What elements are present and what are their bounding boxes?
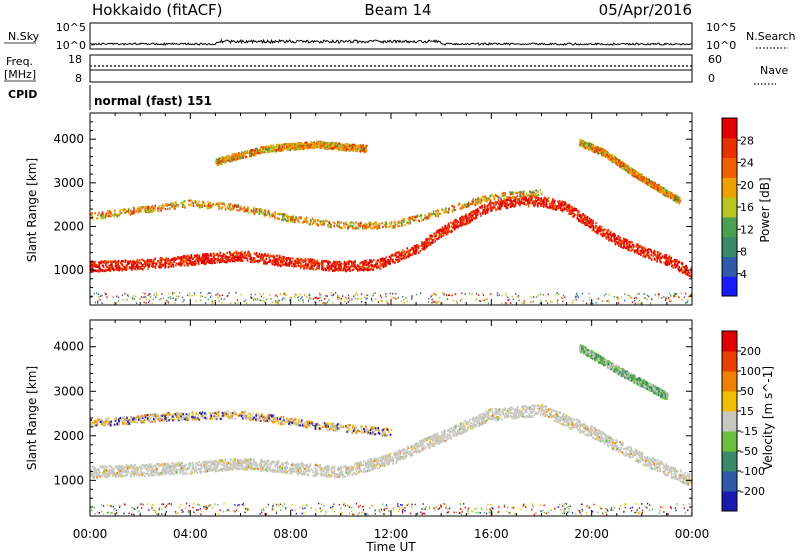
nave-tick-bottom: 0 <box>708 72 715 85</box>
colorbar-swatch <box>722 197 737 218</box>
time-tick-label: 12:00 <box>374 527 409 541</box>
time-tick-label: 16:00 <box>474 527 509 541</box>
nsky-strip: N.Sky 10^5 10^0 10^5 10^0 N.Search <box>4 21 796 52</box>
colorbar-tick-label: 12 <box>740 223 754 236</box>
colorbar-tick-label: 28 <box>740 134 754 147</box>
colorbar-tick-label: 4 <box>740 268 747 281</box>
y-tick-label: 3000 <box>53 176 84 190</box>
colorbar-tick-label: 24 <box>740 157 754 170</box>
radar-title: Hokkaido (fitACF) <box>92 1 223 19</box>
colorbar-tick-label: 50 <box>740 385 754 398</box>
colorbar-swatch <box>722 491 737 512</box>
nsearch-label: N.Search <box>746 30 796 43</box>
colorbar-swatch <box>722 276 737 297</box>
colorbar-tick-label: 20 <box>740 179 754 192</box>
time-tick-label: 00:00 <box>675 527 710 541</box>
power-y-axis: 1000 2000 3000 4000 <box>53 121 692 297</box>
colorbar-tick-label: -200 <box>740 485 765 498</box>
colorbar-tick-label: 16 <box>740 201 754 214</box>
time-tick-label: 08:00 <box>273 527 308 541</box>
date-title: 05/Apr/2016 <box>599 1 692 19</box>
freq-strip: Freq. [MHz] 18 8 60 0 Nave <box>4 53 788 85</box>
colorbar-tick-label: -100 <box>740 465 765 478</box>
velocity-colorbar: 200 100 50 15 -15 -50 -100 -200 <box>721 330 765 512</box>
y-tick-label: 2000 <box>53 219 84 233</box>
colorbar-tick-label: 100 <box>740 365 761 378</box>
velocity-ylabel: Slant Range [km] <box>25 366 39 470</box>
time-axis-title: Time UT <box>365 540 416 554</box>
colorbar-swatch <box>722 216 737 238</box>
nsky-tick-bottom: 10^0 <box>56 39 86 52</box>
power-colorbar: 4 8 12 16 20 24 28 <box>721 117 754 297</box>
colorbar-swatch <box>722 431 737 452</box>
colorbar-swatch <box>722 256 737 277</box>
power-x-ticks <box>89 113 693 305</box>
colorbar-swatch <box>722 451 737 472</box>
time-axis-labels: 00:00 04:00 08:00 12:00 16:00 20:00 00:00 <box>73 527 710 541</box>
colorbar-tick-label: -50 <box>740 445 758 458</box>
nsky-tick-top-right: 10^5 <box>706 21 736 34</box>
velocity-panel: 1000 2000 3000 4000 Slant Range [km] 200 100… <box>25 319 775 517</box>
velocity-y-axis: 1000 2000 3000 4000 <box>53 328 692 508</box>
nave-tick-top: 60 <box>708 53 722 66</box>
freq-tick-top: 18 <box>68 53 82 66</box>
colorbar-swatch <box>722 411 737 432</box>
power-scatter-data <box>90 138 692 305</box>
colorbar-swatch <box>722 236 737 257</box>
nave-label: Nave <box>760 64 788 77</box>
y-tick-label: 2000 <box>53 429 84 443</box>
power-ylabel: Slant Range [km] <box>25 158 39 262</box>
cpid-strip: CPID normal (fast) 151 <box>8 85 212 110</box>
colorbar-tick-label: 15 <box>740 405 754 418</box>
freq-tick-bottom: 8 <box>75 72 82 85</box>
power-colorbar-label: Power [dB] <box>758 177 772 242</box>
colorbar-tick-label: 200 <box>740 345 761 358</box>
y-tick-label: 4000 <box>53 340 84 354</box>
colorbar-tick-label: -15 <box>740 425 758 438</box>
colorbar-swatch <box>722 157 737 178</box>
y-tick-label: 1000 <box>53 473 84 487</box>
colorbar-swatch <box>722 331 737 352</box>
colorbar-swatch <box>722 391 737 412</box>
velocity-scatter-data <box>90 344 692 516</box>
beam-title: Beam 14 <box>364 1 431 19</box>
time-tick-label: 20:00 <box>574 527 609 541</box>
colorbar-swatch <box>722 118 737 139</box>
y-tick-label: 3000 <box>53 384 84 398</box>
colorbar-swatch <box>722 177 737 198</box>
colorbar-tick-label: 8 <box>740 246 747 259</box>
colorbar-swatch <box>722 137 737 159</box>
nsky-trace <box>89 38 693 46</box>
velocity-x-ticks <box>89 320 693 516</box>
nsky-label: N.Sky <box>8 30 40 43</box>
freq-label-line1: Freq. <box>6 55 33 68</box>
cpid-value: normal (fast) 151 <box>94 94 212 108</box>
freq-label-line2: [MHz] <box>4 68 36 81</box>
colorbar-swatch <box>722 351 737 372</box>
time-tick-label: 04:00 <box>173 527 208 541</box>
colorbar-swatch <box>722 371 737 392</box>
cpid-label: CPID <box>8 88 37 101</box>
time-tick-label: 00:00 <box>73 527 108 541</box>
colorbar-swatch <box>722 471 737 492</box>
nsky-tick-top: 10^5 <box>56 21 86 34</box>
y-tick-label: 1000 <box>53 263 84 277</box>
nsky-tick-bottom-right: 10^0 <box>706 39 736 52</box>
y-tick-label: 4000 <box>53 132 84 146</box>
power-panel: 1000 2000 3000 4000 Slant Range [km] 4 8 12 16… <box>25 112 772 306</box>
velocity-colorbar-label: Velocity [m s^-1] <box>761 366 775 470</box>
velocity-colorbar-label-text: Velocity [m s^-1] <box>761 366 775 470</box>
